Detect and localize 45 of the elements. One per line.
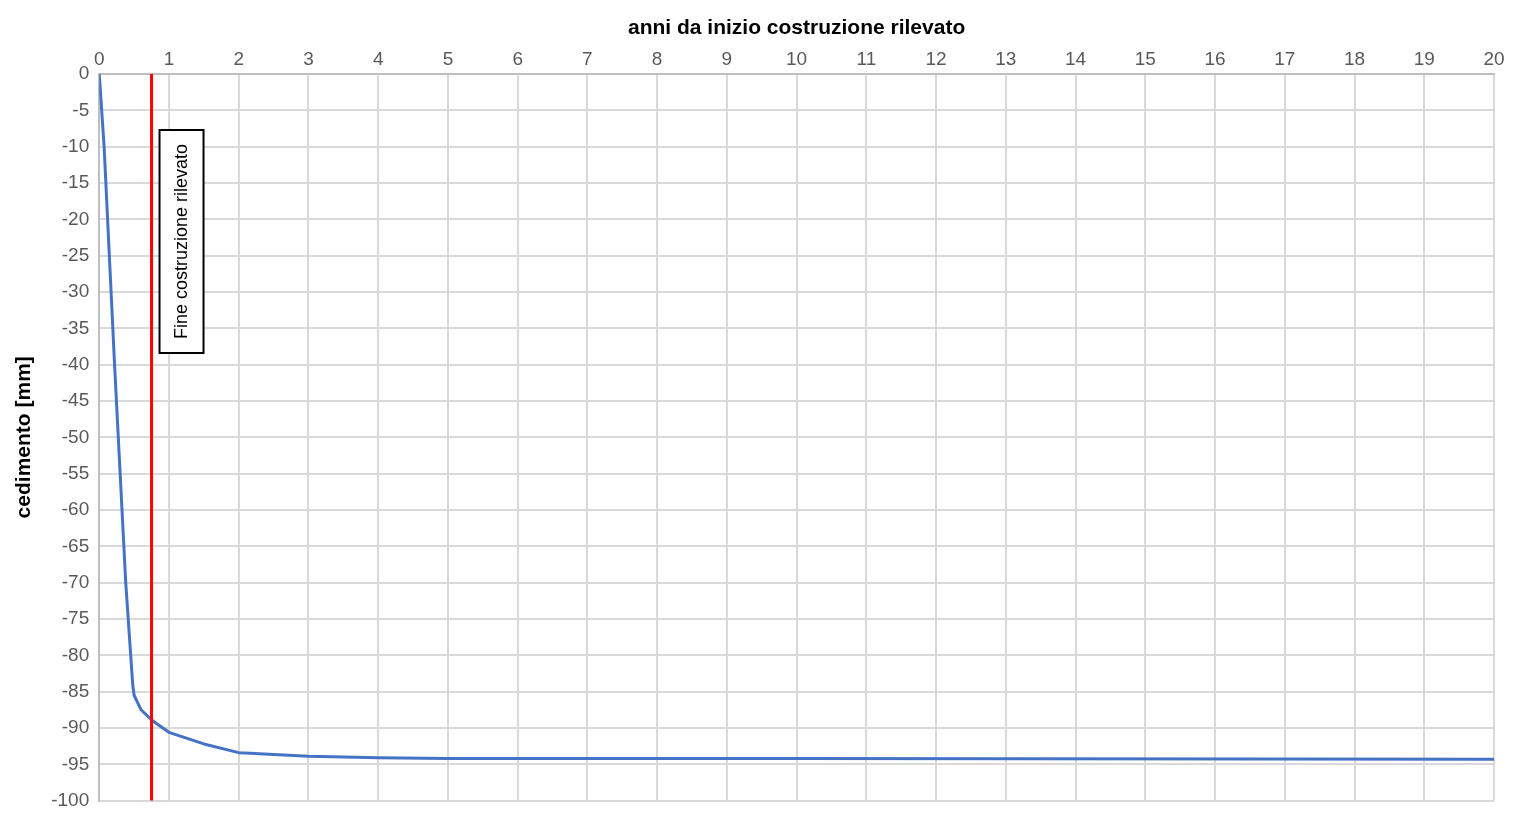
y-tick-label: -85 [61,679,90,701]
y-tick-label: -5 [72,98,90,120]
x-tick-label: 15 [1134,47,1156,69]
x-tick-label: 6 [512,47,523,69]
x-tick-label: 7 [582,47,593,69]
y-tick-label: -45 [61,389,90,411]
y-tick-label: -15 [61,171,90,193]
ref-line-label: Fine costruzione rilevato [170,144,191,340]
x-tick-label: 8 [651,47,663,69]
x-tick-label: 18 [1343,47,1366,69]
x-tick-label: 10 [786,47,808,69]
y-tick-label: -100 [51,788,90,810]
x-tick-label: 0 [93,47,105,69]
y-tick-label: -30 [61,280,90,302]
x-tick-label: 12 [925,47,947,69]
x-tick-label: 1 [163,47,175,69]
y-tick-label: -50 [61,425,90,447]
y-tick-label: -20 [61,207,90,229]
x-tick-label: 4 [372,47,384,69]
y-tick-label: -65 [61,534,90,556]
x-tick-label: 20 [1483,47,1505,69]
x-tick-label: 16 [1204,47,1226,69]
y-tick-label: -10 [61,134,90,156]
y-tick-label: -25 [61,243,90,265]
y-tick-label: -35 [61,316,90,338]
y-tick-label: -55 [61,461,90,483]
x-axis-title: anni da inizio costruzione rilevato [628,15,966,39]
x-tick-label: 19 [1413,47,1435,69]
y-tick-label: -90 [61,716,90,738]
y-tick-label: -60 [61,498,90,520]
x-tick-label: 17 [1274,47,1296,69]
x-tick-label: 2 [233,47,244,69]
y-tick-label: -40 [61,352,90,374]
y-tick-label: 0 [78,62,90,84]
y-axis-title: cedimento [mm] [11,356,35,519]
x-tick-label: 11 [856,47,877,69]
x-tick-label: 13 [995,47,1017,69]
y-tick-label: -75 [61,607,90,629]
x-tick-label: 9 [721,47,733,69]
x-tick-label: 14 [1065,47,1087,69]
y-tick-label: -80 [61,643,90,665]
x-tick-label: 5 [442,47,454,69]
x-tick-label: 3 [303,47,314,69]
y-tick-label: -95 [61,752,90,774]
y-tick-label: -70 [61,570,90,592]
